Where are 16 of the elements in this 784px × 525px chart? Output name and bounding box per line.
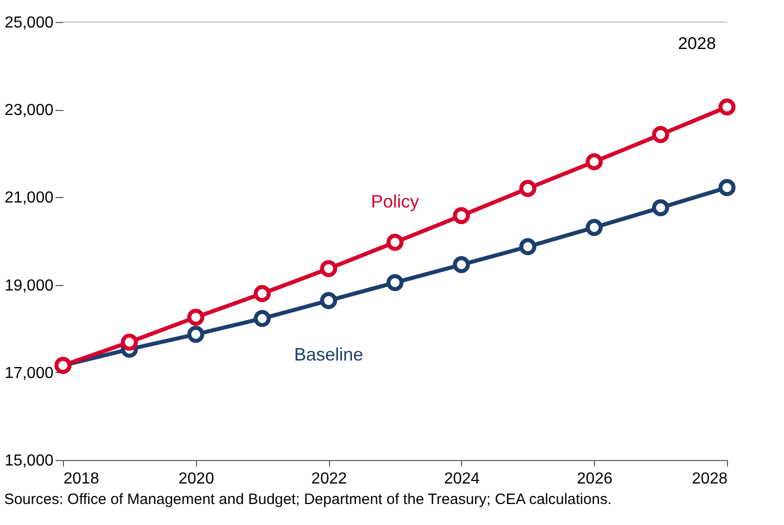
source-note: Sources: Office of Management and Budget; Department of the Treasury; CEA calculations. — [4, 491, 612, 508]
series-label: Policy — [370, 191, 420, 212]
y-tick-label: 15,000 — [4, 452, 54, 470]
x-tick-label: 2022 — [311, 470, 347, 488]
y-tick-label: 23,000 — [4, 102, 54, 120]
y-tick-label: 17,000 — [4, 364, 54, 382]
x-tick-label: 2018 — [64, 470, 100, 488]
x-tick-label: 2028 — [692, 470, 728, 488]
y-tick-label: 21,000 — [4, 190, 54, 207]
annotation: 2028 — [678, 34, 716, 53]
x-tick-label: 2020 — [178, 470, 214, 488]
x-tick-label: 2024 — [444, 470, 480, 488]
y-tick-label: 19,000 — [4, 277, 54, 294]
series-label: Baseline — [294, 344, 364, 365]
x-tick-label: 2026 — [576, 470, 613, 488]
y-tick-label: 25,000 — [4, 14, 54, 32]
